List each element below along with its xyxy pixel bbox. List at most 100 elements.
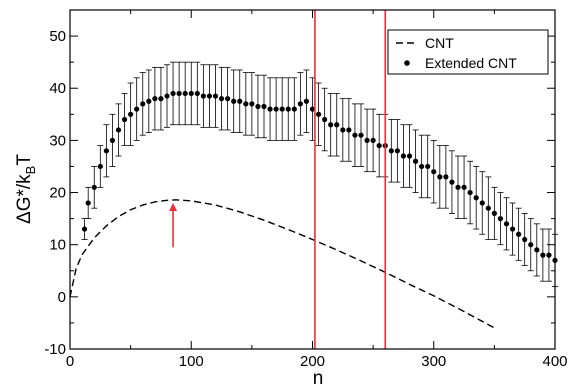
data-point bbox=[85, 200, 91, 206]
y-axis-label-main: ΔG*/k bbox=[14, 174, 35, 224]
data-point bbox=[194, 90, 200, 97]
legend: CNT Extended CNT bbox=[387, 29, 549, 75]
data-point bbox=[455, 184, 461, 190]
data-point bbox=[140, 101, 146, 107]
y-axis-label: ΔG*/kBT bbox=[14, 154, 38, 224]
y-tick-label: 20 bbox=[49, 185, 66, 202]
data-point bbox=[516, 231, 522, 237]
y-tick-label: 50 bbox=[49, 28, 66, 45]
data-point bbox=[546, 252, 552, 258]
x-axis-label: n bbox=[313, 368, 324, 387]
data-point bbox=[91, 184, 97, 190]
data-point bbox=[309, 106, 316, 112]
legend-cnt-label: CNT bbox=[425, 35, 454, 51]
data-point bbox=[267, 106, 273, 112]
data-point bbox=[346, 127, 352, 133]
data-point bbox=[315, 111, 322, 117]
data-point bbox=[370, 137, 376, 143]
data-point bbox=[528, 242, 534, 248]
x-tick-label: 400 bbox=[542, 353, 567, 370]
legend-extended-swatch bbox=[404, 60, 410, 66]
data-point bbox=[449, 179, 455, 185]
data-point bbox=[273, 106, 279, 112]
data-point bbox=[279, 106, 285, 112]
data-point bbox=[406, 153, 413, 159]
data-point bbox=[152, 96, 158, 102]
data-point bbox=[467, 189, 473, 196]
data-point bbox=[400, 153, 407, 159]
data-point bbox=[534, 247, 540, 253]
data-point bbox=[491, 210, 497, 216]
legend-extended-label: Extended CNT bbox=[425, 55, 517, 71]
data-point bbox=[431, 169, 437, 175]
plot-area bbox=[69, 10, 558, 349]
data-point bbox=[419, 163, 425, 170]
data-point bbox=[237, 98, 243, 104]
arrow-head bbox=[169, 202, 178, 211]
data-point bbox=[188, 90, 194, 97]
y-axis-label-subscript: B bbox=[23, 166, 38, 175]
y-tick-label: 0 bbox=[58, 289, 66, 306]
data-point bbox=[243, 101, 249, 107]
x-tick-label: 100 bbox=[179, 353, 204, 370]
data-point bbox=[303, 98, 310, 104]
data-point bbox=[540, 252, 546, 258]
data-point bbox=[285, 106, 291, 112]
data-point bbox=[291, 106, 297, 112]
data-point bbox=[388, 148, 394, 154]
data-point bbox=[425, 163, 431, 170]
data-point bbox=[522, 236, 528, 243]
y-axis-label-suffix: T bbox=[14, 154, 35, 166]
y-tick-label: 40 bbox=[49, 80, 66, 97]
x-tick-label: 300 bbox=[421, 353, 446, 370]
data-point bbox=[103, 148, 109, 154]
data-point bbox=[437, 174, 443, 180]
data-point bbox=[212, 93, 219, 99]
data-point bbox=[200, 93, 206, 99]
data-point bbox=[394, 148, 400, 154]
data-point bbox=[134, 106, 140, 112]
data-point bbox=[81, 226, 88, 232]
y-tick-label: 10 bbox=[49, 237, 66, 254]
data-point bbox=[358, 132, 364, 138]
data-point bbox=[497, 216, 504, 222]
data-point bbox=[479, 200, 485, 206]
cnt-curve bbox=[69, 199, 498, 330]
data-point bbox=[218, 96, 225, 102]
data-point bbox=[297, 101, 303, 107]
data-point bbox=[158, 96, 164, 102]
data-point bbox=[182, 90, 188, 97]
data-point bbox=[461, 184, 467, 190]
data-point bbox=[334, 122, 340, 128]
data-point bbox=[322, 116, 328, 123]
legend-box bbox=[387, 29, 549, 75]
data-point bbox=[364, 137, 370, 143]
data-point bbox=[509, 226, 516, 232]
data-point bbox=[249, 101, 255, 107]
data-point bbox=[97, 163, 103, 170]
y-tick-label: -10 bbox=[44, 341, 66, 358]
data-point bbox=[206, 93, 213, 99]
data-point bbox=[170, 90, 176, 97]
x-tick-label: 0 bbox=[66, 353, 74, 370]
data-point bbox=[115, 127, 122, 133]
data-point bbox=[352, 132, 358, 138]
data-point bbox=[328, 122, 334, 128]
data-point bbox=[503, 221, 510, 227]
x-tick-label: 200 bbox=[300, 353, 325, 370]
data-point bbox=[255, 103, 261, 110]
data-point bbox=[225, 96, 231, 102]
data-point bbox=[376, 143, 382, 149]
data-point bbox=[261, 103, 267, 110]
data-point bbox=[121, 116, 128, 123]
data-point bbox=[164, 93, 170, 99]
data-point bbox=[443, 174, 449, 180]
data-point bbox=[146, 98, 152, 104]
data-point bbox=[473, 195, 479, 201]
data-point bbox=[340, 127, 346, 133]
data-point bbox=[109, 137, 116, 143]
data-point bbox=[231, 98, 237, 104]
y-tick-label: 30 bbox=[49, 132, 66, 149]
